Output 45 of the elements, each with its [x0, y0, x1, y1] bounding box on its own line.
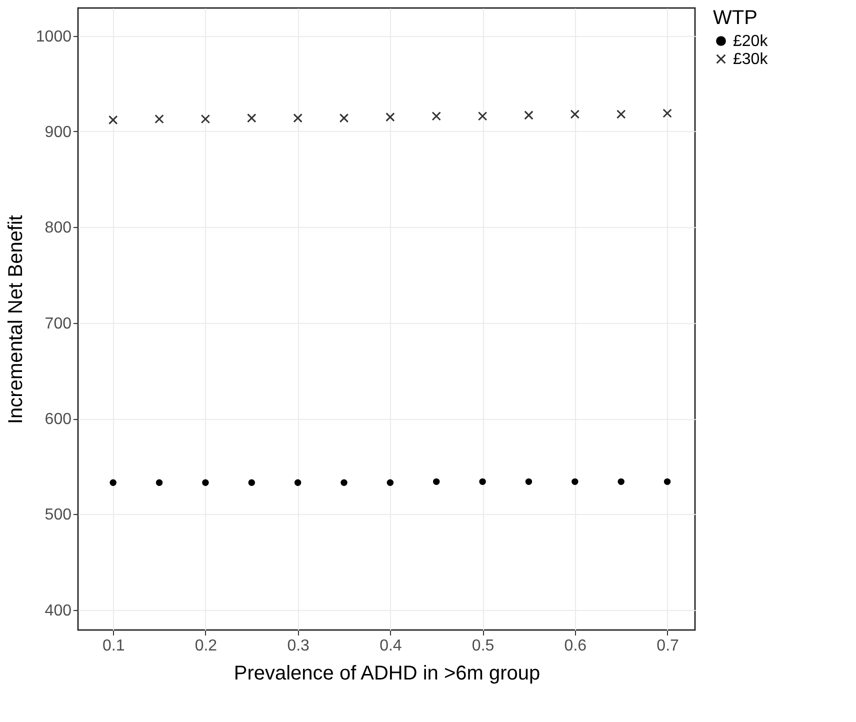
point: [339, 113, 349, 123]
point: [154, 114, 164, 124]
point: [386, 479, 394, 486]
x-tick-label: 0.5: [472, 638, 494, 654]
point: [200, 114, 210, 124]
x-tick-label: 0.1: [102, 638, 125, 654]
point: [433, 478, 440, 486]
point: [570, 110, 580, 119]
x-tick-label: 0.3: [287, 638, 310, 654]
x-tick-label: 0.7: [656, 638, 680, 654]
legend-title: WTP: [713, 7, 758, 29]
y-axis-title: Incremental Net Benefit: [4, 214, 27, 424]
x-axis-title: Prevalence of ADHD in >6m group: [234, 662, 540, 684]
point: [202, 479, 209, 486]
x-tick-label: 0.2: [194, 638, 218, 654]
y-tick-label: 500: [44, 506, 72, 524]
point: [294, 479, 302, 486]
y-tick-label: 800: [44, 220, 72, 237]
y-tick-label: 700: [44, 315, 72, 332]
point: [524, 110, 534, 120]
point: [432, 112, 441, 121]
legend-label: £30k: [733, 51, 769, 68]
point: [478, 112, 488, 121]
point: [572, 478, 578, 486]
y-tick-label: 600: [44, 411, 72, 428]
x-tick-label: 0.4: [380, 638, 402, 654]
point: [386, 112, 395, 122]
point: [616, 110, 626, 119]
point: [664, 478, 671, 486]
point: [662, 108, 672, 118]
y-tick-label: 1000: [36, 28, 72, 46]
point: [110, 479, 116, 486]
point: [479, 478, 486, 486]
point: [247, 113, 256, 123]
point: [525, 478, 532, 486]
point: [248, 479, 255, 486]
point: [108, 115, 118, 125]
y-tick-label: 400: [44, 602, 72, 620]
point: [293, 113, 302, 123]
point: [156, 479, 163, 486]
legend-label: £20k: [733, 33, 769, 50]
point: [340, 479, 348, 486]
y-tick-label: 900: [44, 124, 72, 141]
point: [618, 478, 624, 486]
x-tick-label: 0.6: [564, 638, 587, 654]
